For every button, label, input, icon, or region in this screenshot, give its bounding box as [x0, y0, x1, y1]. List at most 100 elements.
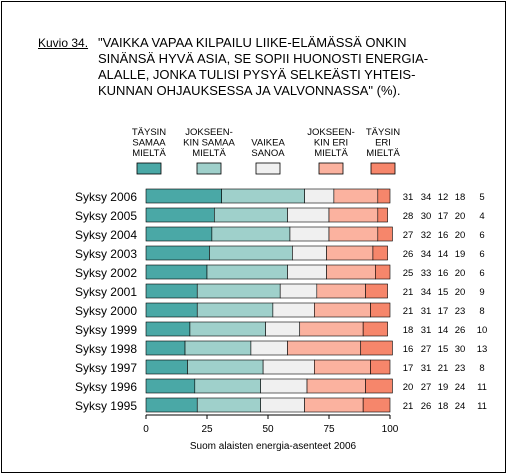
value-label: 30: [455, 344, 466, 355]
value-label: 17: [438, 306, 449, 317]
bar-segment: [328, 207, 379, 223]
category-label: Syksy 2006: [75, 190, 137, 204]
category-label: Syksy 2002: [75, 266, 137, 280]
bar-segment: [287, 207, 330, 223]
value-label: 20: [455, 287, 466, 298]
legend-label-line: JOKSEEN-: [185, 127, 233, 138]
bar-segment: [145, 397, 198, 413]
value-label: 9: [479, 287, 484, 298]
bar-segment: [362, 397, 391, 413]
value-label: 16: [438, 230, 449, 241]
value-label: 19: [455, 249, 466, 260]
bar-segment: [189, 321, 266, 337]
x-tick-label: 50: [262, 424, 274, 435]
bar-segment: [304, 397, 364, 413]
value-label: 13: [477, 344, 488, 355]
value-label: 32: [421, 230, 432, 241]
category-label: Syksy 2003: [75, 247, 137, 261]
value-label: 21: [403, 287, 414, 298]
bar-segment: [196, 283, 281, 299]
bar-segment: [304, 188, 335, 204]
legend-label-line: ERI: [375, 138, 391, 149]
value-label: 17: [403, 363, 414, 374]
value-label: 26: [403, 249, 414, 260]
value-label: 16: [403, 344, 414, 355]
value-label: 34: [421, 249, 432, 260]
bar-segment: [372, 245, 388, 261]
bar-segment: [260, 378, 308, 394]
bar-segment: [360, 340, 393, 356]
legend-swatch: [370, 162, 396, 175]
bar-segment: [292, 245, 327, 261]
bar-segment: [145, 378, 196, 394]
category-label: Syksy 2005: [75, 209, 137, 223]
bar-segment: [145, 283, 198, 299]
bar-segment: [326, 245, 374, 261]
bar-segment: [375, 264, 391, 280]
bar-segment: [145, 207, 215, 223]
x-tick-label: 100: [382, 424, 399, 435]
value-label: 5: [479, 192, 484, 203]
bar-segment: [314, 302, 371, 318]
value-label: 21: [438, 363, 449, 374]
x-tick-label: 75: [323, 424, 335, 435]
x-tick-label: 25: [201, 424, 213, 435]
category-label: Syksy 2001: [75, 285, 137, 299]
value-label: 6: [479, 230, 484, 241]
value-label: 27: [421, 344, 432, 355]
legend-label-line: JOKSEEN-: [307, 127, 355, 138]
value-label: 12: [438, 192, 449, 203]
bar-segment: [279, 283, 318, 299]
legend-label-line: SANOA: [251, 148, 285, 159]
title-line: SINÄNSÄ HYVÄ ASIA, SE SOPII HUONOSTI ENE…: [98, 51, 429, 66]
value-label: 4: [479, 211, 484, 222]
value-label: 15: [438, 287, 449, 298]
value-label: 30: [421, 211, 432, 222]
bar-segment: [333, 188, 379, 204]
legend-swatch: [136, 162, 162, 175]
bar-segment: [196, 397, 261, 413]
value-label: 18: [403, 325, 414, 336]
legend-label-line: MIELTÄ: [314, 148, 348, 159]
value-label: 25: [403, 268, 414, 279]
bar-segment: [260, 397, 305, 413]
bar-segment: [209, 245, 293, 261]
bar-segment: [370, 302, 391, 318]
bar-segment: [299, 321, 364, 337]
bar-segment: [206, 264, 288, 280]
bar-segment: [362, 321, 388, 337]
value-label: 27: [421, 382, 432, 393]
bar-segment: [262, 359, 315, 375]
bar-segment: [194, 378, 261, 394]
bar-segment: [287, 264, 327, 280]
bar-segment: [306, 378, 366, 394]
bar-segment: [377, 226, 393, 242]
value-label: 27: [403, 230, 414, 241]
category-label: Syksy 2000: [75, 304, 137, 318]
value-label: 26: [455, 325, 466, 336]
title-line: ALALLE, JONKA TULISI PYSYÄ SELKEÄSTI YHT…: [98, 67, 416, 82]
bar-segment: [145, 340, 186, 356]
value-label: 31: [421, 363, 432, 374]
bar-segment: [187, 359, 264, 375]
value-label: 20: [455, 211, 466, 222]
legend-label-line: VAIKEA: [251, 138, 285, 149]
legend-label-line: MIELTÄ: [132, 148, 166, 159]
value-label: 34: [421, 287, 432, 298]
category-label: Syksy 1997: [75, 361, 137, 375]
value-label: 20: [455, 268, 466, 279]
legend-label-line: TÄYSIN: [366, 127, 400, 138]
figure-label: Kuvio 34.: [38, 36, 89, 50]
title-line: "VAIKKA VAPAA KILPAILU LIIKE-ELÄMÄSSÄ ON…: [98, 35, 407, 50]
value-label: 31: [403, 192, 414, 203]
category-label: Syksy 1999: [75, 323, 137, 337]
value-label: 20: [455, 230, 466, 241]
value-label: 19: [438, 382, 449, 393]
value-label: 14: [438, 325, 449, 336]
value-label: 31: [421, 306, 432, 317]
bar-segment: [145, 188, 222, 204]
value-label: 23: [455, 363, 466, 374]
bar-segment: [370, 359, 391, 375]
value-label: 34: [421, 192, 432, 203]
